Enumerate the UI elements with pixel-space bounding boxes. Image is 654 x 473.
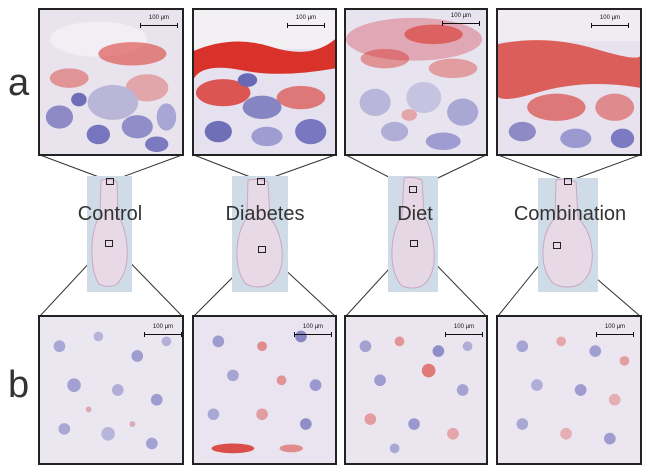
scale-bar-line	[445, 332, 483, 337]
roi-marker-upper-control	[106, 178, 114, 185]
micrograph-a-diabetes: 100 µm	[192, 8, 337, 156]
scale-bar-label: 100 µm	[302, 324, 324, 330]
roi-marker-upper-combination	[564, 178, 572, 185]
tissue-image	[40, 317, 182, 463]
section-thumbnail-diet	[388, 176, 438, 292]
group-label-diabetes: Diabetes	[225, 203, 305, 225]
section-thumbnail-control	[87, 176, 132, 292]
scale-bar-line	[591, 23, 629, 28]
scale-bar-label: 100 µm	[453, 324, 475, 330]
roi-marker-lower-control	[105, 240, 113, 247]
micrograph-a-combination: 100 µm	[496, 8, 642, 156]
scale-bar: 100 µm	[445, 324, 483, 337]
roi-marker-lower-diet	[410, 240, 418, 247]
scale-bar: 100 µm	[596, 324, 634, 337]
scale-bar-line	[287, 23, 325, 28]
micrograph-a-control: 100 µm	[38, 8, 184, 156]
roi-marker-upper-diabetes	[257, 178, 265, 185]
scale-bar: 100 µm	[144, 324, 182, 337]
tissue-image	[194, 10, 335, 154]
section-outline	[542, 178, 593, 288]
section-thumbnail-combination	[538, 178, 598, 292]
micrograph-b-diet: 100 µm	[344, 315, 488, 465]
scale-bar: 100 µm	[140, 15, 178, 28]
scale-bar-line	[596, 332, 634, 337]
scale-bar-label: 100 µm	[450, 13, 472, 19]
tissue-image	[40, 10, 182, 154]
group-label-diet: Diet	[397, 203, 433, 225]
tissue-image	[498, 317, 640, 463]
scale-bar: 100 µm	[591, 15, 629, 28]
group-label-combination: Combination	[513, 203, 627, 225]
scale-bar-label: 100 µm	[148, 15, 170, 21]
section-outline	[91, 178, 128, 287]
scale-bar-label: 100 µm	[295, 15, 317, 21]
roi-marker-lower-combination	[553, 242, 561, 249]
tissue-image	[346, 10, 486, 154]
roi-marker-upper-diet	[409, 186, 417, 193]
scale-bar: 100 µm	[442, 13, 480, 26]
row-label-a: a	[8, 62, 30, 104]
scale-bar: 100 µm	[287, 15, 325, 28]
row-label-b: b	[8, 364, 30, 406]
micrograph-b-control: 100 µm	[38, 315, 184, 465]
section-outline	[236, 178, 283, 288]
tissue-image	[194, 317, 335, 463]
scale-bar-line	[144, 332, 182, 337]
group-label-control: Control	[77, 203, 143, 225]
scale-bar-line	[442, 21, 480, 26]
scale-bar-line	[140, 23, 178, 28]
micrograph-b-combination: 100 µm	[496, 315, 642, 465]
micrograph-b-diabetes: 100 µm	[192, 315, 337, 465]
scale-bar: 100 µm	[294, 324, 332, 337]
tissue-image	[346, 317, 486, 463]
micrograph-a-diet: 100 µm	[344, 8, 488, 156]
scale-bar-label: 100 µm	[599, 15, 621, 21]
scale-bar-line	[294, 332, 332, 337]
section-thumbnail-diabetes	[232, 176, 288, 292]
section-outline	[391, 176, 435, 289]
tissue-image	[498, 10, 640, 154]
roi-marker-lower-diabetes	[258, 246, 266, 253]
scale-bar-label: 100 µm	[152, 324, 174, 330]
scale-bar-label: 100 µm	[604, 324, 626, 330]
